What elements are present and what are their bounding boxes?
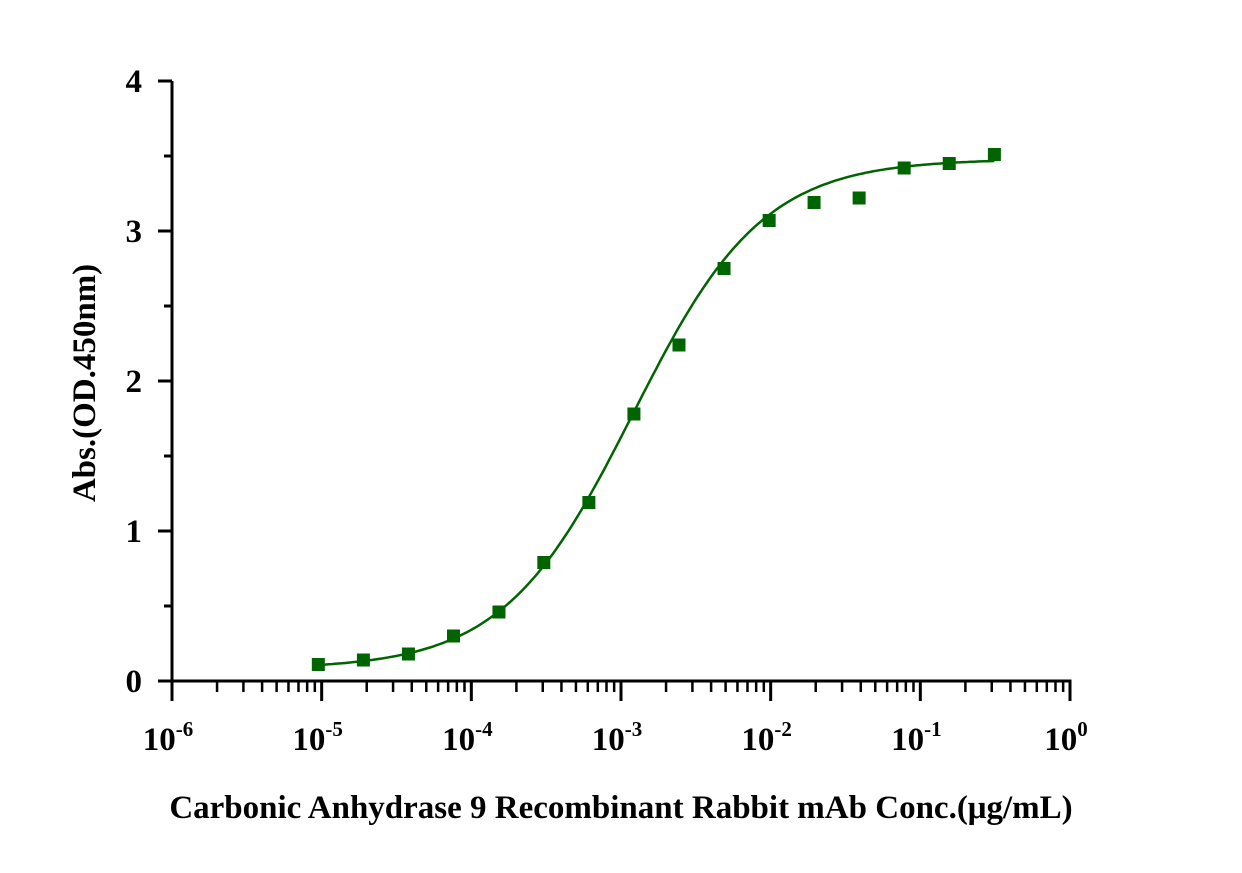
data-point bbox=[627, 407, 641, 421]
tick-labels: 0 1 2 3 4 10-6 10-5 10-4 10-3 10-2 10-1 100 bbox=[126, 64, 1088, 758]
data-point bbox=[987, 148, 1001, 161]
y-tick-label: 4 bbox=[126, 64, 143, 100]
data-points bbox=[311, 148, 1001, 671]
data-point bbox=[852, 191, 866, 205]
x-tick-label: 10-4 bbox=[442, 717, 493, 758]
x-tick-label: 100 bbox=[1044, 717, 1088, 758]
x-tick-label: 10-6 bbox=[143, 717, 194, 758]
y-tick-label: 2 bbox=[126, 364, 143, 400]
axes bbox=[158, 79, 1072, 701]
data-point bbox=[672, 338, 686, 352]
y-axis-title: Abs.(OD.450nm) bbox=[67, 264, 103, 502]
data-point bbox=[356, 653, 370, 667]
data-point bbox=[401, 647, 415, 661]
data-point bbox=[537, 556, 551, 569]
data-point bbox=[762, 214, 776, 227]
data-point bbox=[582, 496, 596, 509]
x-tick-label: 10-2 bbox=[741, 717, 792, 758]
x-tick-label: 10-1 bbox=[891, 717, 942, 758]
data-point bbox=[446, 629, 460, 643]
data-point bbox=[717, 262, 731, 275]
x-tick-label: 10-5 bbox=[292, 717, 343, 758]
data-point bbox=[807, 196, 821, 209]
y-tick-label: 0 bbox=[126, 664, 143, 700]
x-tick-label: 10-3 bbox=[592, 717, 643, 758]
y-tick-label: 1 bbox=[126, 514, 143, 550]
y-tick-label: 3 bbox=[126, 214, 143, 250]
x-axis-title: Carbonic Anhydrase 9 Recombinant Rabbit … bbox=[169, 790, 1072, 826]
data-point bbox=[311, 658, 325, 671]
data-point bbox=[897, 161, 911, 175]
fit-curve bbox=[318, 159, 995, 667]
data-point bbox=[942, 157, 956, 170]
data-point bbox=[492, 605, 506, 619]
